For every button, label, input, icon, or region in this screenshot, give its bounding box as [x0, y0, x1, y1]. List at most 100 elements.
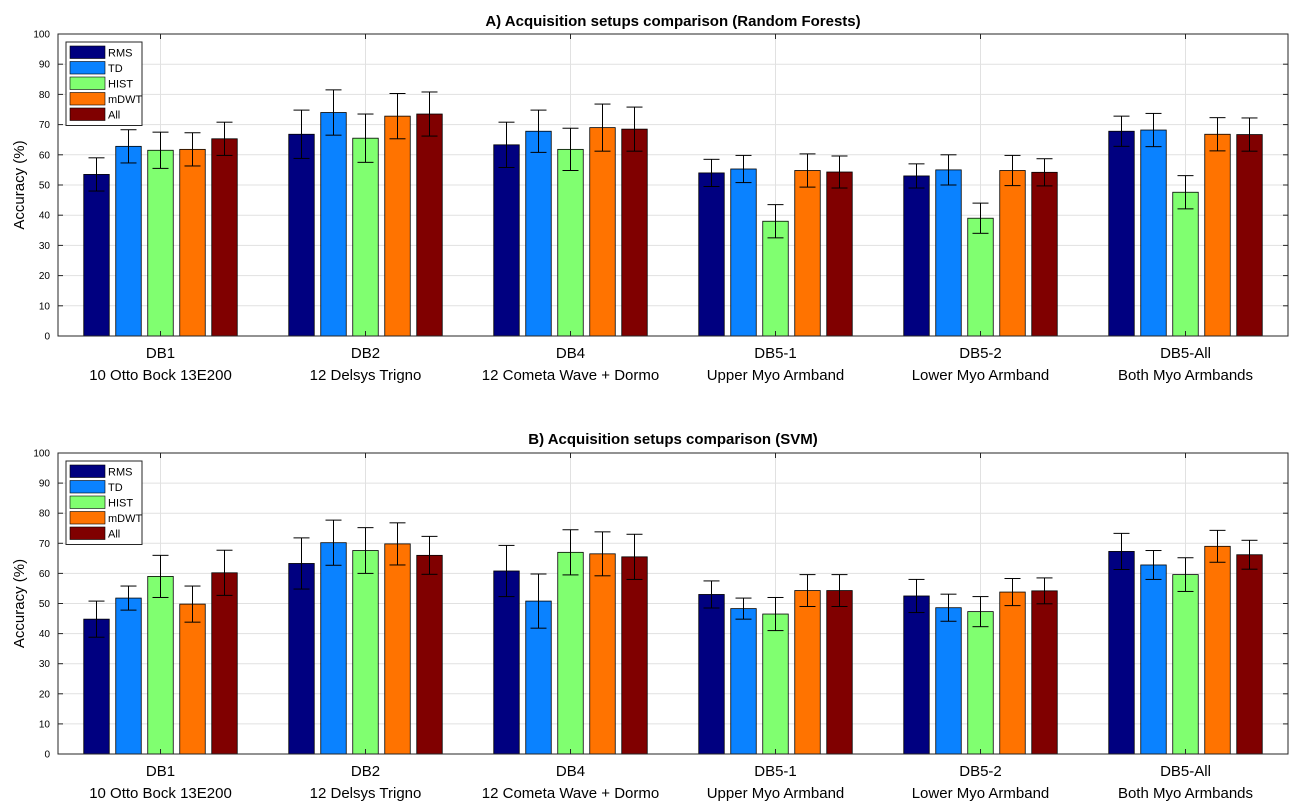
- bar-hist-db5-1: [762, 220, 789, 337]
- legend-swatch: [69, 92, 106, 106]
- bar-hist-db5-all: [1172, 574, 1199, 755]
- x-tick-sublabel: Upper Myo Armband: [707, 785, 845, 802]
- bar-hist-db4: [557, 551, 584, 755]
- x-tick-sublabel: Upper Myo Armband: [707, 367, 845, 384]
- bar-all-db5-2: [1031, 171, 1058, 337]
- x-tick-label: DB5-2: [959, 345, 1002, 362]
- y-tick-label: 20: [39, 271, 51, 282]
- bar-all-db4: [621, 556, 648, 755]
- legend-swatch: [69, 45, 106, 59]
- x-tick-sublabel: 12 Cometa Wave + Dormo: [482, 367, 659, 384]
- bar-rms-db5-2: [903, 175, 930, 337]
- bar-all-db5-all: [1236, 554, 1263, 755]
- bar-hist-db2: [352, 550, 379, 755]
- y-axis-label: Accuracy (%): [11, 140, 28, 229]
- bar-td-db5-2: [935, 607, 962, 755]
- legend-swatch: [69, 495, 106, 509]
- bar-all-db1: [211, 138, 238, 337]
- bar-mdwt-db5-2: [999, 170, 1026, 337]
- legend-swatch: [69, 464, 106, 478]
- x-tick-sublabel: 10 Otto Bock 13E200: [89, 367, 232, 384]
- bar-td-db2: [320, 112, 347, 337]
- axes-box: [57, 452, 1289, 755]
- bar-mdwt-db2: [384, 115, 411, 337]
- x-tick-label: DB5-1: [754, 763, 797, 780]
- legend-label: TD: [108, 482, 123, 494]
- bar-mdwt-db5-all: [1204, 133, 1231, 337]
- bar-td-db4: [525, 130, 552, 337]
- bar-all-db5-all: [1236, 134, 1263, 337]
- x-tick-label: DB5-2: [959, 763, 1002, 780]
- bar-rms-db2: [288, 133, 315, 337]
- y-tick-label: 80: [39, 90, 51, 101]
- bar-hist-db5-all: [1172, 191, 1199, 337]
- x-tick-sublabel: 10 Otto Bock 13E200: [89, 785, 232, 802]
- x-tick-sublabel: 12 Delsys Trigno: [310, 367, 422, 384]
- bar-rms-db5-all: [1108, 130, 1135, 337]
- bar-rms-db2: [288, 563, 315, 755]
- bar-all-db5-2: [1031, 590, 1058, 755]
- x-tick-sublabel: Lower Myo Armband: [912, 367, 1050, 384]
- y-tick-label: 10: [39, 301, 51, 312]
- bar-mdwt-db5-2: [999, 591, 1026, 755]
- bar-hist-db5-2: [967, 217, 994, 337]
- legend-label: HIST: [108, 79, 133, 91]
- x-tick-label: DB5-All: [1160, 345, 1211, 362]
- bar-td-db5-1: [730, 168, 757, 337]
- legend-swatch: [69, 107, 106, 121]
- bar-all-db1: [211, 572, 238, 755]
- y-tick-label: 30: [39, 241, 51, 252]
- legend-label: mDWT: [108, 513, 142, 525]
- bar-all-db2: [416, 113, 443, 337]
- bar-mdwt-db4: [589, 127, 616, 337]
- x-tick-sublabel: 12 Delsys Trigno: [310, 785, 422, 802]
- y-tick-label: 60: [39, 150, 51, 161]
- y-tick-label: 70: [39, 120, 51, 131]
- bar-td-db5-all: [1140, 129, 1167, 337]
- bar-hist-db1: [147, 576, 174, 755]
- bar-rms-db4: [493, 570, 520, 755]
- y-tick-label: 50: [39, 599, 51, 610]
- chart-title: A) Acquisition setups comparison (Random…: [485, 13, 860, 30]
- axes-box: [57, 33, 1289, 337]
- legend-swatch: [69, 511, 106, 525]
- bar-all-db5-1: [826, 171, 853, 337]
- bar-rms-db5-1: [698, 172, 725, 337]
- legend-label: mDWT: [108, 94, 142, 106]
- legend-swatch: [69, 480, 106, 494]
- y-tick-label: 60: [39, 569, 51, 580]
- bar-hist-db5-2: [967, 611, 994, 755]
- bar-hist-db5-1: [762, 613, 789, 755]
- y-tick-label: 40: [39, 211, 51, 222]
- bar-td-db1: [115, 597, 142, 755]
- chart-panel-b: B) Acquisition setups comparison (SVM) 0 1…: [11, 431, 1289, 802]
- bar-mdwt-db1: [179, 603, 206, 755]
- x-tick-label: DB5-1: [754, 345, 797, 362]
- chart-panel-a: A) Acquisition setups comparison (Random…: [11, 13, 1289, 384]
- bar-mdwt-db5-1: [794, 590, 821, 755]
- y-tick-label: 80: [39, 509, 51, 520]
- legend-label: RMS: [108, 467, 132, 479]
- x-tick-label: DB4: [556, 763, 585, 780]
- x-tick-label: DB4: [556, 345, 585, 362]
- y-tick-label: 90: [39, 479, 51, 490]
- legend-label: TD: [108, 63, 123, 75]
- bar-all-db5-1: [826, 590, 853, 755]
- chart-title: B) Acquisition setups comparison (SVM): [528, 431, 817, 448]
- bar-all-db4: [621, 128, 648, 337]
- legend-swatch: [69, 526, 106, 540]
- bar-td-db1: [115, 145, 142, 337]
- bar-hist-db1: [147, 149, 174, 337]
- legend-swatch: [69, 61, 106, 75]
- bar-rms-db5-2: [903, 595, 930, 755]
- y-tick-label: 50: [39, 181, 51, 192]
- x-tick-sublabel: Both Myo Armbands: [1118, 367, 1253, 384]
- y-tick-label: 20: [39, 689, 51, 700]
- bar-hist-db4: [557, 148, 584, 337]
- bar-hist-db2: [352, 137, 379, 337]
- bar-rms-db1: [83, 174, 110, 337]
- x-tick-label: DB2: [351, 345, 380, 362]
- legend-label: RMS: [108, 48, 132, 60]
